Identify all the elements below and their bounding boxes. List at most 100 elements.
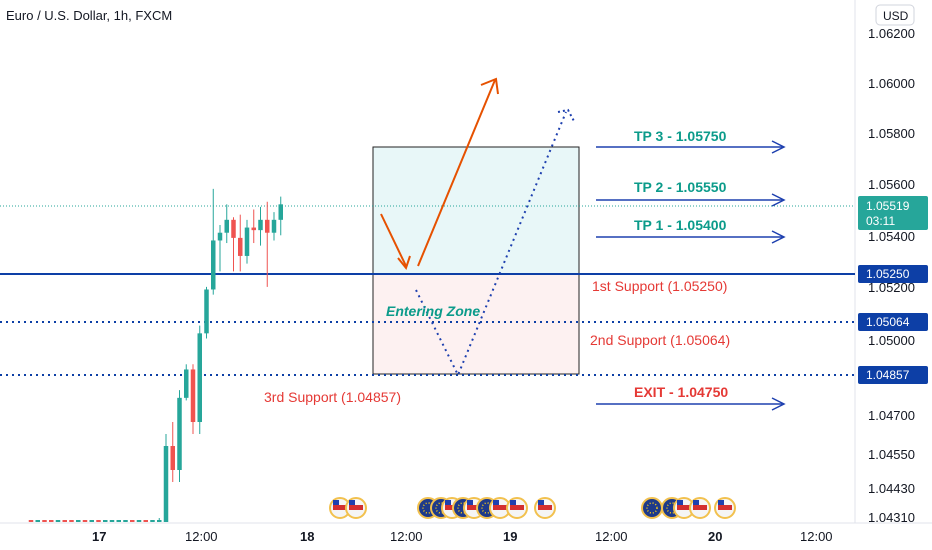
us-flag-stripe-icon [718,505,732,510]
up-arrowhead-icon [480,77,499,95]
us-flag-canton-icon [493,500,499,505]
us-flag-stripe-icon [467,505,481,510]
time-tick-7: 20 [708,529,722,544]
time-tick-2: 12:00 [185,529,218,544]
candle[interactable] [184,369,189,398]
candle[interactable] [204,289,209,334]
candle[interactable] [35,520,41,522]
candle[interactable] [217,232,223,241]
us-flag-canton-icon [718,500,724,505]
time-tick-5: 19 [503,529,517,544]
currency-button[interactable] [875,4,915,26]
price-tick-11: 1.04310 [868,510,915,525]
us-flag-canton-icon [677,500,683,505]
up-path-line [417,79,496,267]
price-tick-10: 1.04430 [868,481,915,496]
candle[interactable] [62,520,68,522]
time-tick-6: 12:00 [595,529,628,544]
candle[interactable] [28,520,34,522]
us-flag-stripe-icon [445,505,459,510]
candle[interactable] [96,520,101,522]
candle[interactable] [143,520,149,522]
time-tick-8: 12:00 [800,529,833,544]
price-tick-3: 1.05800 [868,126,915,141]
candle[interactable] [163,446,169,522]
level-tag-3-value: 1.04857 [866,368,910,382]
candle[interactable] [271,219,277,233]
us-flag-stripe-icon [693,505,707,510]
support2-label: 2nd Support (1.05064) [590,332,730,348]
us-flag-canton-icon [333,500,339,505]
candle[interactable] [224,219,230,233]
eu-flag-icon[interactable] [641,497,663,519]
candle[interactable] [109,520,115,522]
us-flag-canton-icon [445,500,451,505]
candle[interactable] [49,520,54,522]
last-price-tag[interactable] [858,196,928,230]
candle[interactable] [244,227,250,256]
candle[interactable] [123,520,128,522]
us-flag-canton-icon [510,500,516,505]
level-tag-1[interactable] [858,265,928,283]
down-arrowhead-icon [397,255,411,271]
candle[interactable] [177,397,182,470]
entering-zone-box[interactable] [372,273,580,375]
level-tag-2-value: 1.05064 [866,315,910,329]
us-flag-canton-icon [693,500,699,505]
candle[interactable] [55,520,61,522]
candle[interactable] [231,219,236,238]
price-tick-6: 1.05200 [868,280,915,295]
price-tick-8: 1.04700 [868,408,915,423]
candle[interactable] [211,240,216,290]
alt-arrowhead-icon [557,108,576,124]
support3-label: 3rd Support (1.04857) [264,389,401,405]
candle[interactable] [258,219,263,231]
candle[interactable] [89,520,95,522]
target-zone-box[interactable] [372,146,580,275]
candles-group[interactable] [28,188,284,522]
us-flag-stripe-icon [333,505,347,510]
candle[interactable] [251,227,257,231]
us-flag-stripe-icon [493,505,507,510]
economic-events-row[interactable] [329,497,736,519]
candle[interactable] [130,520,135,522]
price-tick-1: 1.06200 [868,26,915,41]
candle[interactable] [157,520,162,522]
eu-flag-stars-icon [646,502,658,514]
tp3-arrow-icon [596,140,786,154]
candle[interactable] [238,237,243,256]
price-tick-5: 1.05400 [868,229,915,244]
candle[interactable] [42,520,47,522]
tp1-label: TP 1 - 1.05400 [634,217,727,233]
level-tag-1-value: 1.05250 [866,267,910,281]
candle[interactable] [136,520,142,522]
candle[interactable] [103,520,108,522]
entering-zone-label: Entering Zone [386,303,480,319]
candle[interactable] [190,369,196,422]
candle[interactable] [278,204,284,220]
candle[interactable] [150,520,155,522]
candle[interactable] [82,520,88,522]
price-tick-9: 1.04550 [868,447,915,462]
candle[interactable] [116,520,122,522]
candle[interactable] [197,333,203,422]
candle[interactable] [76,520,81,522]
level-tag-2[interactable] [858,313,928,331]
currency-label: USD [883,9,909,23]
price-tick-2: 1.06000 [868,76,915,91]
last-price-value: 1.05519 [866,199,910,213]
level-tag-3[interactable] [858,366,928,384]
countdown-value: 03:11 [866,214,895,228]
us-flag-canton-icon [349,500,355,505]
chart-title: Euro / U.S. Dollar, 1h, FXCM [6,8,172,23]
candle[interactable] [170,446,176,470]
candle[interactable] [265,219,270,233]
us-flag-stripe-icon [510,505,524,510]
support1-label: 1st Support (1.05250) [592,278,727,294]
candle[interactable] [69,520,74,522]
alt-path-line [415,111,567,378]
tp1-arrow-icon [596,230,786,244]
tp3-label: TP 3 - 1.05750 [634,128,727,144]
